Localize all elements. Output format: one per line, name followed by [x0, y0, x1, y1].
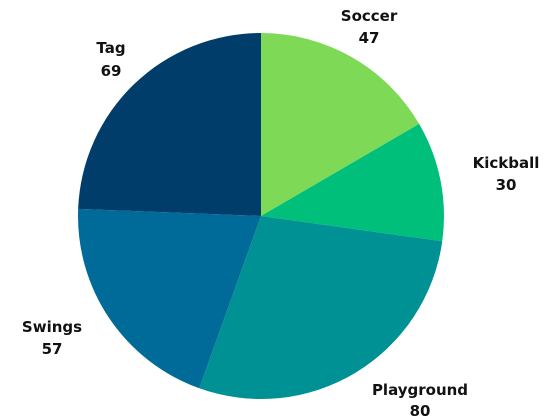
slice-value-playground: 80	[410, 402, 431, 417]
slice-label-playground: Playground	[372, 381, 468, 399]
slice-label-swings: Swings	[22, 318, 82, 336]
slice-playground	[199, 216, 443, 399]
slice-value-tag: 69	[101, 62, 122, 80]
slice-swings	[78, 208, 261, 389]
pie-labels: Soccer 47 Kickball 30 Playground 80 Swings 57 Ta…	[22, 7, 539, 417]
slice-label-tag: Tag	[96, 39, 125, 57]
slice-value-swings: 57	[42, 340, 63, 358]
slice-tag	[78, 33, 261, 216]
slice-label-kickball: Kickball	[473, 154, 540, 172]
slice-value-kickball: 30	[496, 176, 517, 194]
slice-kickball	[261, 123, 444, 242]
pie-slices	[78, 33, 444, 399]
slice-soccer	[261, 33, 420, 216]
slice-value-soccer: 47	[359, 29, 380, 47]
slice-label-soccer: Soccer	[341, 7, 398, 25]
